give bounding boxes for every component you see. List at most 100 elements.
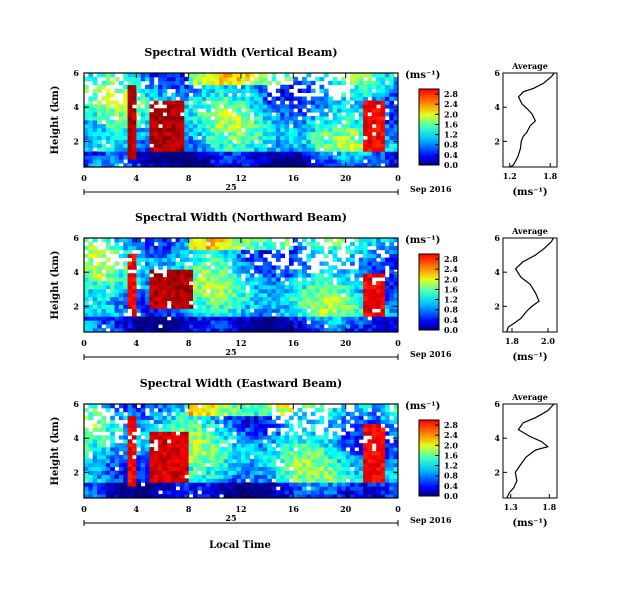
heatmap-cell (376, 407, 381, 413)
heatmap-cell (158, 92, 163, 97)
heatmap-cell (336, 151, 342, 156)
heatmap-cell (280, 112, 286, 117)
heatmap-cell (114, 328, 120, 333)
heatmap-cell (332, 411, 338, 417)
heatmap-cell (210, 454, 216, 460)
heatmap-cell (123, 478, 129, 483)
heatmap-cell (288, 300, 294, 305)
heatmap-cell (267, 316, 272, 321)
heatmap-cell (136, 104, 142, 109)
heatmap-cell (380, 324, 386, 329)
heatmap-cell (371, 108, 377, 113)
heatmap-cell (223, 404, 229, 409)
heatmap-cell (232, 427, 238, 432)
heatmap-cell (267, 127, 272, 133)
colorbar-tick-label: 0.4 (444, 150, 458, 160)
heatmap-cell (254, 427, 259, 432)
heatmap-cell (101, 404, 107, 409)
heatmap-cell (97, 120, 102, 125)
heatmap-cell (280, 96, 286, 101)
heatmap-cell (249, 494, 255, 499)
heatmap-cell (149, 241, 155, 247)
heatmap-cell (110, 462, 115, 468)
heatmap-cell (179, 462, 185, 468)
heatmap-cell (149, 238, 155, 243)
heatmap-cell (149, 131, 155, 137)
heatmap-cell (288, 151, 294, 156)
heatmap-cell (332, 451, 338, 456)
heatmap-cell (302, 277, 307, 282)
heatmap-cell (223, 494, 229, 499)
heatmap-cell (358, 147, 364, 152)
heatmap-cell (175, 411, 181, 417)
heatmap-cell (389, 324, 395, 329)
heatmap-cell (393, 104, 399, 109)
heatmap-cell (258, 257, 264, 262)
heatmap-cell (101, 84, 107, 90)
heatmap-cell (367, 104, 373, 109)
heatmap-cell (201, 139, 207, 144)
heatmap-cell (201, 482, 207, 487)
heatmap-cell (280, 423, 286, 428)
heatmap-cell (302, 494, 307, 499)
heatmap-cell (188, 80, 194, 86)
heatmap-cell (175, 104, 181, 109)
heatmap-cell (354, 288, 360, 294)
heatmap-cell (188, 116, 194, 121)
heatmap-cell (293, 474, 299, 479)
heatmap-cell (371, 257, 377, 262)
heatmap-cell (227, 304, 233, 309)
heatmap-cell (127, 404, 133, 409)
heatmap-cell (118, 494, 124, 499)
heatmap-cell (219, 273, 224, 278)
heatmap-cell (376, 486, 381, 491)
heatmap-cell (145, 104, 150, 109)
heatmap-cell (232, 76, 238, 82)
heatmap-cell (184, 155, 190, 160)
heatmap-cell (275, 135, 281, 140)
heatmap-cell (354, 245, 360, 251)
heatmap-cell (149, 88, 155, 93)
heatmap-cell (236, 486, 242, 491)
heatmap-cell (97, 143, 102, 148)
heatmap-cell (280, 411, 286, 417)
heatmap-cell (245, 116, 251, 121)
heatmap-cell (328, 80, 333, 86)
heatmap-cell (197, 100, 203, 105)
heatmap-cell (323, 312, 329, 317)
heatmap-cell (136, 135, 142, 140)
heatmap-cell (358, 269, 364, 274)
heatmap-cell (341, 462, 347, 468)
heatmap-cell (288, 458, 294, 464)
heatmap-cell (310, 490, 316, 495)
heatmap-cell (275, 104, 281, 109)
heatmap-cell (328, 451, 333, 456)
heatmap-cell (84, 159, 89, 164)
heatmap-cell (393, 292, 399, 298)
heatmap-cell (149, 411, 155, 417)
heatmap-cell (136, 281, 142, 286)
heatmap-cell (241, 135, 246, 140)
heatmap-cell (105, 159, 111, 164)
heatmap-cell (354, 249, 360, 255)
heatmap-cell (354, 482, 360, 487)
heatmap-cell (110, 454, 115, 460)
colorbar-tick-label: 2.4 (444, 430, 458, 440)
heatmap-cell (297, 478, 303, 483)
heatmap-cell (136, 474, 142, 479)
heatmap-cell (363, 84, 368, 90)
heatmap-cell (350, 411, 355, 417)
heatmap-cell (328, 245, 333, 251)
heatmap-cell (271, 482, 277, 487)
heatmap-cell (188, 108, 194, 113)
heatmap-cell (302, 470, 307, 475)
heatmap-cell (363, 328, 368, 333)
heatmap-cell (288, 474, 294, 479)
heatmap-cell (162, 454, 168, 460)
heatmap-cell (127, 112, 133, 117)
heatmap-cell (188, 88, 194, 93)
x-tick-label: 12 (235, 338, 246, 348)
heatmap-cell (149, 155, 155, 160)
heatmap-cell (323, 238, 329, 243)
heatmap-cell (149, 76, 155, 82)
